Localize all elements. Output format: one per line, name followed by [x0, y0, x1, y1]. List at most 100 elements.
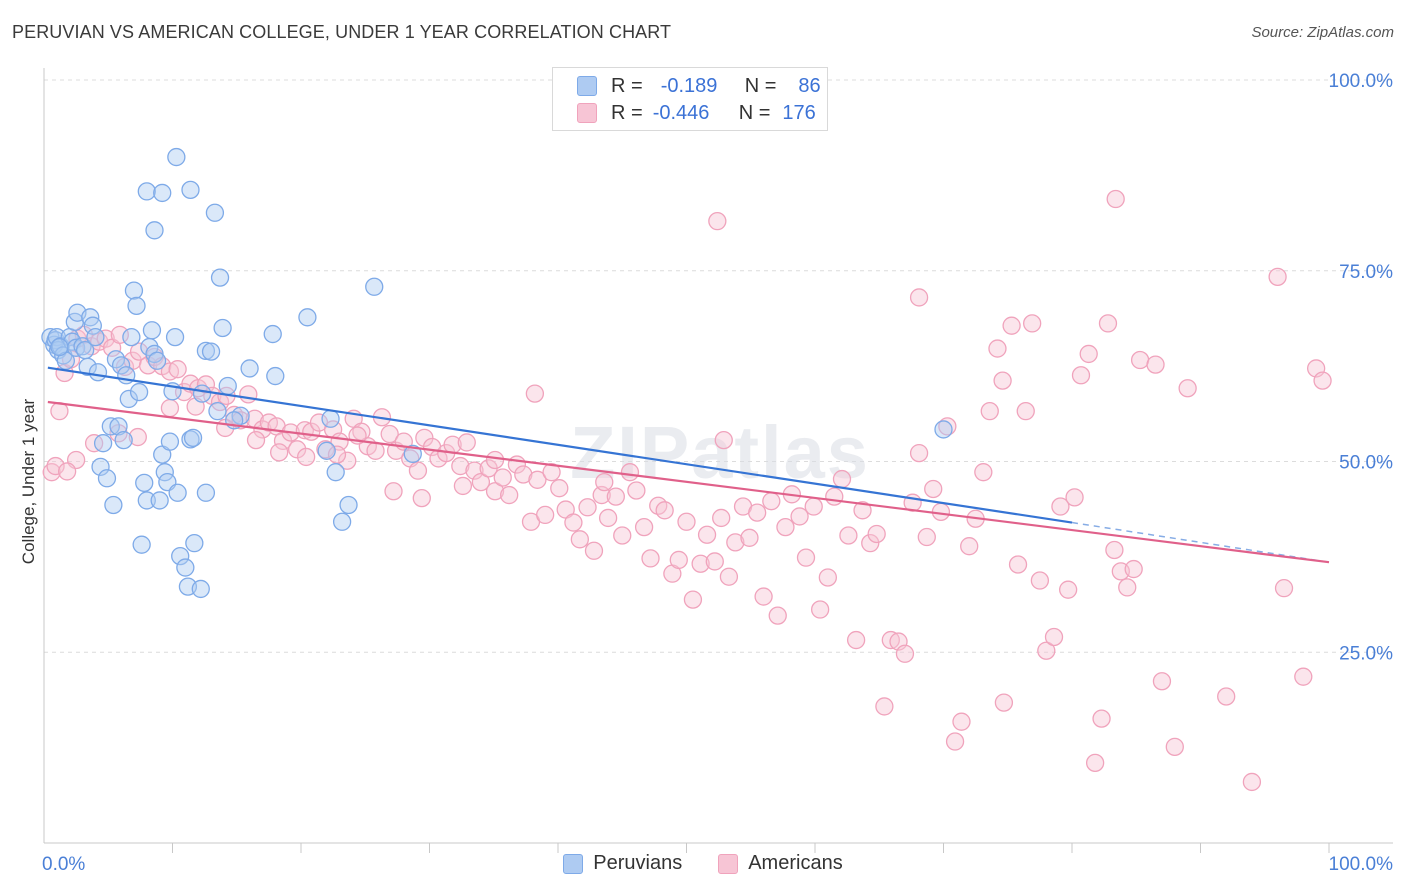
americans-point: [570, 530, 589, 549]
americans-point: [669, 550, 688, 570]
peruvians-point: [124, 281, 144, 300]
y-tick-label: 25.0%: [1339, 643, 1393, 664]
legend-label: Peruvians: [593, 852, 683, 874]
americans-point: [493, 468, 512, 487]
americans-point: [160, 398, 180, 418]
americans-point: [810, 600, 830, 619]
peruvians-point: [208, 401, 227, 421]
americans-point: [196, 375, 216, 394]
americans-point: [613, 526, 632, 545]
americans-point: [1313, 371, 1332, 390]
americans-point: [1065, 488, 1084, 507]
y-tick-label: 100.0%: [1329, 71, 1394, 92]
americans-point: [1085, 753, 1105, 773]
series-legend: Peruvians Americans: [0, 852, 1406, 875]
peruvians-point: [132, 535, 151, 554]
n-value: 176: [782, 101, 816, 124]
americans-point: [683, 590, 703, 609]
y-tick-label: 75.0%: [1339, 262, 1393, 283]
peruvians-point: [326, 463, 345, 482]
americans-point: [1106, 189, 1125, 209]
peruvians-point: [83, 316, 102, 335]
americans-point: [1008, 555, 1028, 574]
americans-point: [740, 528, 759, 547]
peruvians-point: [109, 417, 128, 436]
americans-point: [110, 325, 129, 344]
americans-point: [924, 479, 943, 499]
americans-point: [296, 447, 316, 467]
americans-point: [974, 463, 993, 482]
americans-point: [655, 501, 674, 520]
americans-point: [776, 517, 795, 537]
peruvians-point: [104, 495, 123, 515]
americans-point: [46, 456, 65, 476]
americans-point: [1124, 559, 1143, 579]
americans-point: [1152, 672, 1172, 691]
peruvians-point: [135, 473, 154, 493]
peruvians-point: [192, 384, 212, 403]
americans-point: [595, 472, 614, 492]
peruvians-point: [86, 327, 105, 347]
americans-point: [861, 533, 880, 553]
points-layer: [41, 147, 1332, 792]
peruvians-point: [129, 382, 149, 402]
peruvians-point: [153, 183, 172, 203]
americans-point: [1023, 314, 1042, 333]
americans-point: [909, 443, 929, 463]
americans-point: [128, 427, 147, 447]
peruvians-point: [213, 318, 232, 338]
americans-point: [485, 450, 505, 470]
americans-point: [853, 501, 872, 520]
peruvians-point: [240, 359, 259, 378]
americans-point: [691, 554, 710, 573]
americans-point: [465, 461, 484, 480]
peruvians-point: [403, 444, 422, 464]
peruvians-point: [88, 363, 108, 382]
legend-label: Americans: [748, 852, 843, 874]
americans-point: [598, 508, 618, 528]
americans-point: [457, 433, 476, 452]
n-label: N =: [744, 74, 777, 97]
peruvians-point: [201, 342, 221, 361]
americans-point: [451, 456, 470, 476]
peruvians-point: [111, 356, 131, 375]
americans-point: [790, 507, 809, 526]
peruvians-point: [365, 277, 384, 296]
peruvians-point: [332, 512, 352, 531]
americans-point: [960, 537, 979, 556]
chart-title: PERUVIAN VS AMERICAN COLLEGE, UNDER 1 YE…: [12, 22, 672, 42]
americans-point: [881, 630, 900, 650]
legend-item-americans[interactable]: Americans: [718, 852, 843, 875]
americans-point: [708, 212, 727, 231]
americans-point: [412, 488, 431, 508]
peruvians-point: [147, 351, 167, 370]
americans-point: [525, 384, 545, 403]
americans-point: [1146, 355, 1165, 374]
axis-layer: [43, 68, 1393, 853]
peruvians-point: [266, 366, 285, 386]
peruvians-point: [321, 409, 340, 428]
americans-point: [712, 508, 731, 528]
americans-point: [1044, 627, 1064, 647]
americans-point: [697, 525, 717, 544]
americans-point: [1051, 497, 1070, 516]
peruvians-point: [191, 579, 210, 599]
americans-point: [634, 517, 654, 537]
peruvians-point: [934, 420, 953, 439]
peruvians-point: [171, 546, 190, 566]
legend-item-peruvians[interactable]: Peruvians: [563, 852, 682, 875]
americans-point: [748, 503, 767, 522]
x-tick-label: 0.0%: [42, 854, 85, 875]
americans-point: [917, 527, 936, 547]
americans-point: [168, 360, 187, 379]
americans-point: [895, 644, 915, 663]
americans-point: [705, 552, 724, 571]
stats-legend: R = -0.189 N = 86 R = -0.446 N = 176: [552, 67, 828, 131]
americans-point: [584, 541, 604, 560]
americans-point: [994, 693, 1014, 712]
peruvians-trend-line: [47, 366, 1073, 524]
peruvians-point: [127, 296, 146, 315]
peruvians-point: [165, 327, 185, 347]
americans-point: [768, 606, 787, 625]
americans-point: [57, 462, 77, 481]
